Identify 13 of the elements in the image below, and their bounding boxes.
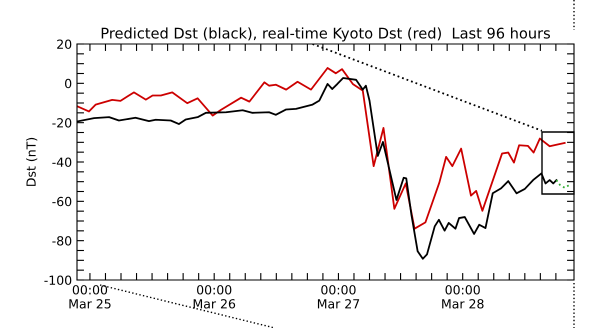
y-tick-label: -100 (44, 275, 72, 285)
x-tick-label: 00:00 Mar 28 (442, 285, 484, 309)
y-axis-title: Dst (nT) (26, 138, 38, 186)
y-tick-label: -80 (52, 236, 72, 246)
chart-title: Predicted Dst (black), real-time Kyoto Dst (red) Last 96 hours (102, 27, 550, 42)
y-tick-label: -60 (52, 196, 72, 206)
x-tick-label: 00:00 Mar 25 (69, 285, 111, 309)
x-tick-label: 00:00 Mar 27 (318, 285, 360, 309)
y-tick-label: 0 (65, 78, 72, 88)
y-tick-label: -20 (52, 118, 72, 128)
y-tick-label: -40 (52, 157, 72, 167)
x-tick-label: 00:00 Mar 26 (194, 285, 236, 309)
y-tick-label: 20 (57, 39, 72, 49)
